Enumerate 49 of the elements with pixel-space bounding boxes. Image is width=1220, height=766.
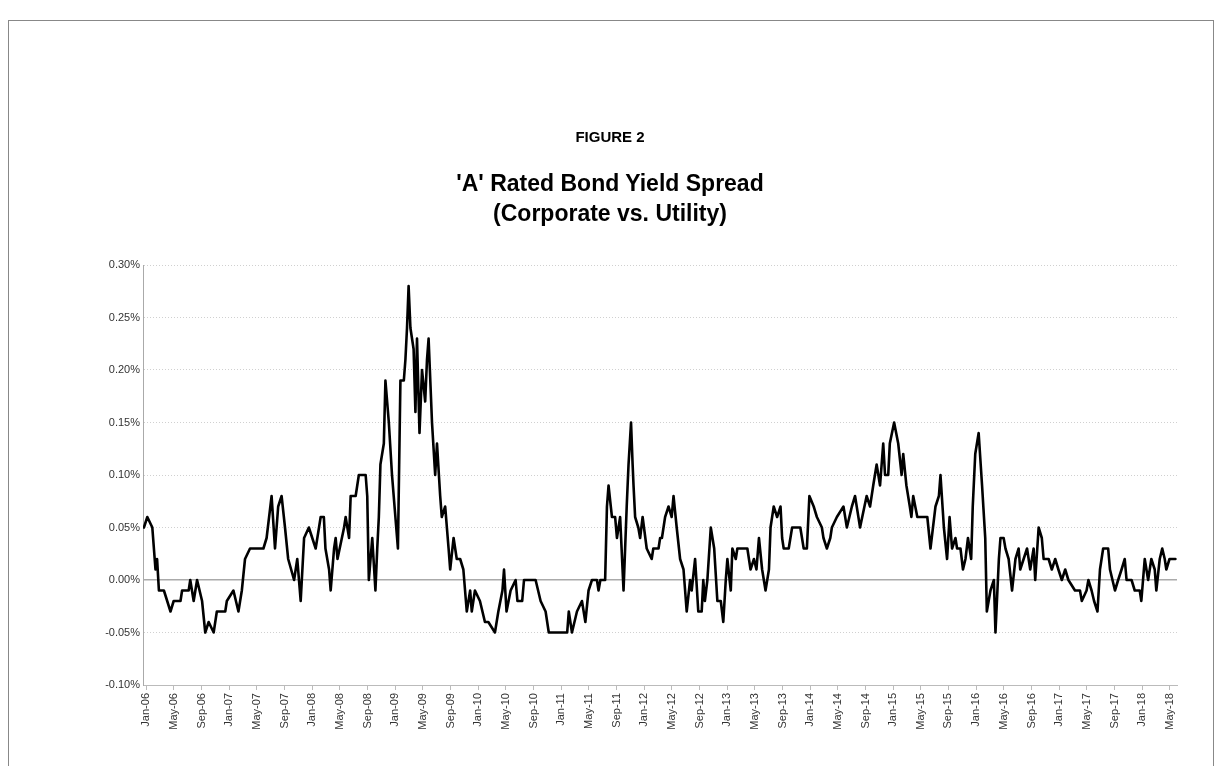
x-tick-label: May-16 xyxy=(996,693,1009,730)
x-tick-label: Jan-18 xyxy=(1135,693,1148,727)
x-tick-label: May-14 xyxy=(830,693,843,730)
x-tick-label: May-12 xyxy=(664,693,677,730)
x-tick-label: May-09 xyxy=(415,693,428,730)
y-tick-label: 0.15% xyxy=(108,415,141,428)
x-tick-label: Jan-16 xyxy=(969,693,982,727)
x-tick-label: May-10 xyxy=(498,693,511,730)
x-tick-label: May-15 xyxy=(913,693,926,730)
x-tick-label: May-11 xyxy=(581,693,594,729)
x-tick-label: Jan-15 xyxy=(886,693,899,727)
caption: FIGURE 2 xyxy=(574,128,646,145)
x-tick-label: May-17 xyxy=(1079,693,1092,730)
x-tick-label: Sep-13 xyxy=(775,693,788,729)
x-tick-label: May-08 xyxy=(332,693,345,730)
x-tick-label: Jan-12 xyxy=(637,693,650,727)
x-tick-label: Sep-15 xyxy=(941,693,954,729)
y-tick-label: -0.05% xyxy=(105,625,141,638)
x-tick-label: Jan-10 xyxy=(471,693,484,727)
y-tick-label: 0.10% xyxy=(108,468,141,481)
x-tick-label: Sep-14 xyxy=(858,693,871,729)
x-tick-label: Sep-11 xyxy=(609,693,622,728)
y-tick-label: 0.05% xyxy=(108,520,141,533)
x-tick-label: May-18 xyxy=(1162,693,1175,730)
x-tick-label: Sep-08 xyxy=(360,693,373,729)
chart-title: 'A' Rated Bond Yield Spread (Corporate vs. Utility) xyxy=(455,169,765,228)
x-tick-label: May-06 xyxy=(166,693,179,730)
x-tick-label: May-07 xyxy=(249,693,262,730)
y-tick-label: -0.10% xyxy=(105,678,141,691)
x-tick-label: Jan-08 xyxy=(305,693,318,727)
x-tick-label: Jan-11 xyxy=(554,693,567,726)
x-tick-label: Jan-07 xyxy=(222,693,235,727)
x-tick-label: Jan-09 xyxy=(388,693,401,727)
y-tick-label: 0.00% xyxy=(108,573,141,586)
y-tick-label: 0.30% xyxy=(108,258,141,271)
x-tick-label: Jan-13 xyxy=(720,693,733,727)
x-tick-label: Sep-06 xyxy=(194,693,207,729)
x-tick-label: Sep-09 xyxy=(443,693,456,729)
x-tick-label: Jan-06 xyxy=(139,693,152,727)
x-tick-label: Sep-07 xyxy=(277,693,290,729)
y-tick-label: 0.25% xyxy=(108,310,141,323)
x-tick-label: Sep-17 xyxy=(1107,693,1120,729)
x-tick-label: Jan-14 xyxy=(803,693,816,727)
x-tick-label: Jan-17 xyxy=(1052,693,1065,727)
x-tick-label: Sep-10 xyxy=(526,693,539,729)
x-tick-label: May-13 xyxy=(747,693,760,730)
x-tick-label: Sep-16 xyxy=(1024,693,1037,729)
x-tick-label: Sep-12 xyxy=(692,693,705,729)
y-tick-label: 0.20% xyxy=(108,363,141,376)
